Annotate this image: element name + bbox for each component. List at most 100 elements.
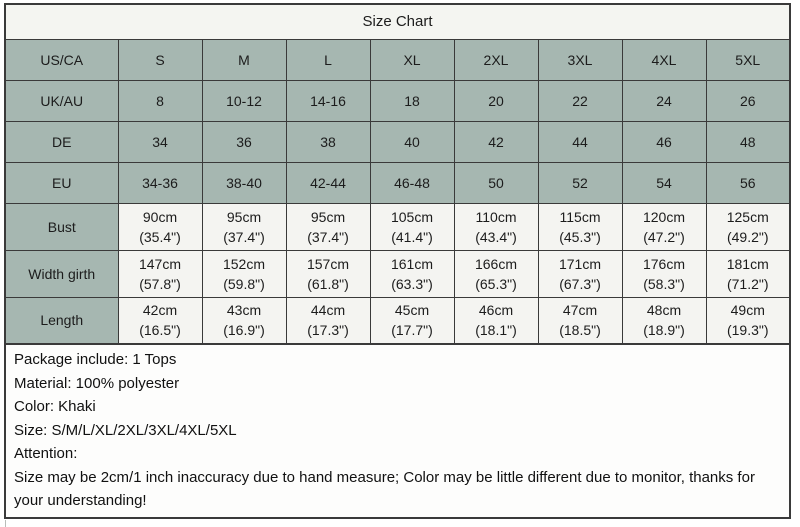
measurement-row: Length 42cm (16.5") 43cm (16.9") 44cm (17.3") 4… [4, 296, 791, 345]
size-chart-title: Size Chart [4, 3, 791, 40]
size-cell: 34-36 [117, 161, 203, 204]
measurement-cm: 110cm [475, 208, 517, 225]
measurement-cell: 152cm (59.8") [201, 249, 287, 298]
measurement-cm: 43cm [226, 302, 262, 319]
measurement-inches: (45.3") [559, 228, 601, 245]
note-line: Attention: [14, 445, 78, 462]
measurement-cell: 42cm (16.5") [117, 296, 203, 345]
measurement-cm: 95cm [310, 208, 346, 225]
size-cell: 48 [705, 120, 791, 163]
size-cell: 8 [117, 79, 203, 122]
measurement-inches: (16.5") [139, 322, 181, 339]
measurement-inches: (37.4") [307, 228, 349, 245]
row-label: US/CA [4, 38, 119, 81]
measurement-cm: 120cm [642, 208, 686, 225]
size-cell: M [201, 38, 287, 81]
size-chart-table-body: Size Chart US/CA S M L XL 2XL 3XL 4XL 5XL UK/AU 8 1… [4, 3, 791, 345]
measurement-inches: (17.7") [391, 322, 433, 339]
size-chart-table: Size Chart US/CA S M L XL 2XL 3XL 4XL 5XL UK/AU 8 1… [4, 3, 791, 345]
measurement-cm: 95cm [226, 208, 262, 225]
measurement-inches: (41.4") [391, 228, 433, 245]
measurement-inches: (63.3") [391, 275, 433, 292]
size-cell: L [285, 38, 371, 81]
measurement-cell: 181cm (71.2") [705, 249, 791, 298]
measurement-cell: 115cm (45.3") [537, 202, 623, 251]
measurement-row: Bust 90cm (35.4") 95cm (37.4") 95cm (37.4") 105… [4, 202, 791, 251]
size-cell: 44 [537, 120, 623, 163]
size-cell: 40 [369, 120, 455, 163]
measurement-cell: 171cm (67.3") [537, 249, 623, 298]
measurement-cell: 45cm (17.7") [369, 296, 455, 345]
product-notes: Package include: 1 Tops Material: 100% po… [4, 345, 791, 519]
measurement-cell: 161cm (63.3") [369, 249, 455, 298]
measurement-inches: (67.3") [559, 275, 601, 292]
size-cell: XL [369, 38, 455, 81]
measurement-cm: 171cm [558, 255, 602, 272]
size-cell: 46-48 [369, 161, 455, 204]
measurement-cell: 166cm (65.3") [453, 249, 539, 298]
measurement-inches: (59.8") [223, 275, 265, 292]
note-line: Material: 100% polyester [14, 374, 180, 392]
measurement-cm: 42cm [142, 302, 178, 319]
measurement-inches: (49.2") [726, 228, 769, 245]
measurement-cell: 95cm (37.4") [285, 202, 371, 251]
size-cell: 42 [453, 120, 539, 163]
measurement-row: Width girth 147cm (57.8") 152cm (59.8") 157cm… [4, 249, 791, 298]
measurement-cm: 176cm [642, 255, 686, 272]
partial-next-element-edge [5, 520, 6, 527]
size-cell: 26 [705, 79, 791, 122]
size-cell: 18 [369, 79, 455, 122]
measurement-inches: (16.9") [223, 322, 265, 339]
row-label: UK/AU [4, 79, 119, 122]
size-cell: 20 [453, 79, 539, 122]
measurement-cell: 49cm (19.3") [705, 296, 791, 345]
size-cell: 10-12 [201, 79, 287, 122]
measurement-cell: 90cm (35.4") [117, 202, 203, 251]
size-system-row: US/CA S M L XL 2XL 3XL 4XL 5XL [4, 38, 791, 81]
size-cell: 24 [621, 79, 707, 122]
row-label: Width girth [4, 249, 119, 298]
row-label: Bust [4, 202, 119, 251]
size-cell: 14-16 [285, 79, 371, 122]
size-cell: 3XL [537, 38, 623, 81]
measurement-cell: 125cm (49.2") [705, 202, 791, 251]
measurement-cm: 46cm [478, 302, 514, 319]
measurement-cm: 157cm [306, 255, 350, 272]
note-line: Size: S/M/L/XL/2XL/3XL/4XL/5XL [14, 421, 237, 439]
measurement-cell: 176cm (58.3") [621, 249, 707, 298]
size-cell: 56 [705, 161, 791, 204]
size-cell: 22 [537, 79, 623, 122]
measurement-cm: 90cm [142, 208, 178, 225]
measurement-cell: 43cm (16.9") [201, 296, 287, 345]
size-cell: 38 [285, 120, 371, 163]
measurement-inches: (61.8") [307, 275, 349, 292]
note-line: Size may be 2cm/1 inch inaccuracy due to… [14, 468, 755, 510]
measurement-cell: 110cm (43.4") [453, 202, 539, 251]
measurement-inches: (57.8") [139, 275, 181, 292]
measurement-inches: (37.4") [223, 228, 265, 245]
measurement-cm: 105cm [390, 208, 434, 225]
size-system-row: EU 34-36 38-40 42-44 46-48 50 52 54 56 [4, 161, 791, 204]
measurement-cm: 47cm [562, 302, 598, 319]
note-line: Color: Khaki [14, 398, 96, 415]
measurement-cell: 46cm (18.1") [453, 296, 539, 345]
measurement-cm: 181cm [726, 255, 769, 272]
size-system-row: DE 34 36 38 40 42 44 46 48 [4, 120, 791, 163]
size-cell: 36 [201, 120, 287, 163]
note-line: Package include: 1 Tops [14, 351, 177, 368]
measurement-inches: (35.4") [139, 228, 181, 245]
measurement-inches: (71.2") [726, 275, 769, 292]
size-cell: 54 [621, 161, 707, 204]
size-cell: 34 [117, 120, 203, 163]
title-row: Size Chart [4, 3, 791, 40]
measurement-inches: (18.9") [643, 322, 685, 339]
row-label: EU [4, 161, 119, 204]
measurement-cm: 115cm [559, 208, 601, 225]
size-cell: 38-40 [201, 161, 287, 204]
size-cell: 2XL [453, 38, 539, 81]
size-cell: 4XL [621, 38, 707, 81]
size-cell: 42-44 [285, 161, 371, 204]
measurement-cell: 157cm (61.8") [285, 249, 371, 298]
size-cell: 50 [453, 161, 539, 204]
